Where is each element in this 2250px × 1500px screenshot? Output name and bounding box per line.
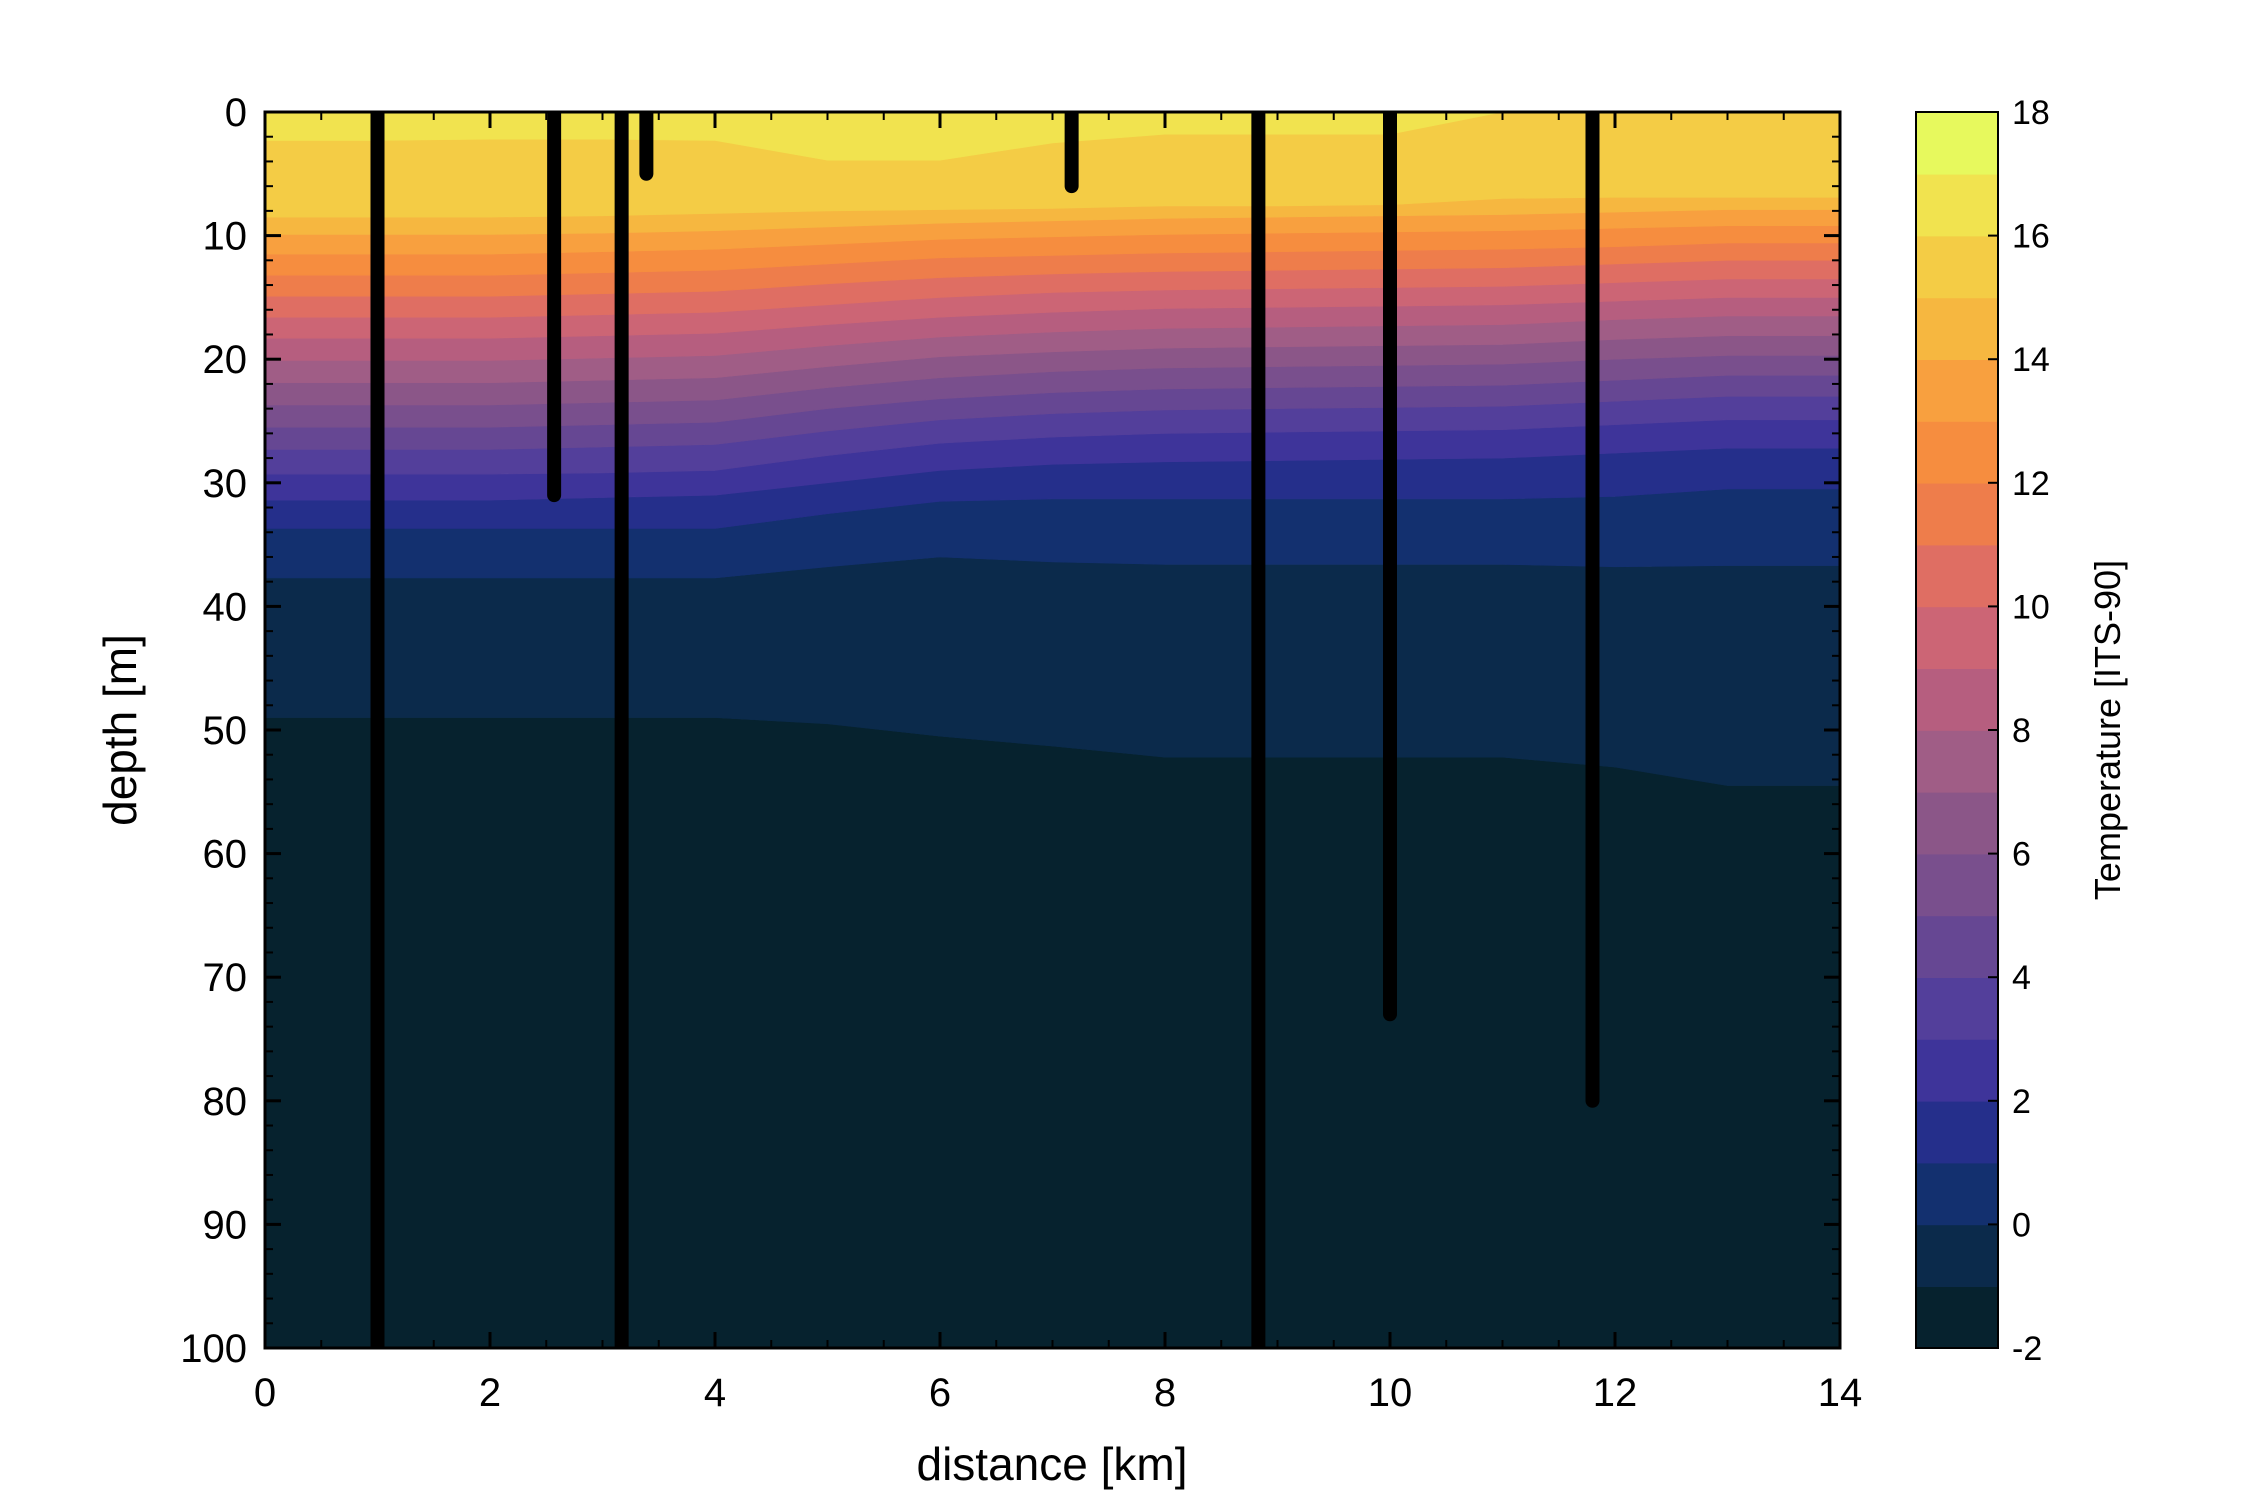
colorbar: -2 0 2 4 6 8 10 12 14 16 18 (1916, 94, 2050, 1368)
x-tick-label: 8 (1154, 1371, 1176, 1415)
colorbar-level (1916, 1039, 1998, 1102)
colorbar-level (1916, 359, 1998, 422)
y-tick-label: 100 (180, 1327, 247, 1371)
y-axis: 0 10 20 30 40 50 60 70 80 90 100 (180, 91, 1840, 1371)
x-tick-label: 4 (704, 1371, 726, 1415)
y-axis-label: depth [m] (94, 634, 146, 826)
colorbar-tick-label: -2 (2012, 1330, 2042, 1368)
colorbar-tick-label: 16 (2012, 218, 2050, 256)
y-tick-label: 40 (203, 585, 248, 629)
colorbar-level (1916, 173, 1998, 237)
colorbar-level (1916, 853, 1998, 917)
colorbar-level (1916, 235, 1998, 299)
y-tick-label: 50 (203, 709, 248, 753)
x-tick-label: 0 (254, 1371, 276, 1415)
colorbar-level (1916, 297, 1998, 360)
x-tick-label: 2 (479, 1371, 501, 1415)
colorbar-level (1916, 1100, 1998, 1164)
y-tick-label: 90 (203, 1203, 248, 1247)
colorbar-tick-label: 8 (2012, 712, 2031, 750)
colorbar-level (1916, 606, 1998, 669)
contour-band (265, 717, 1840, 1348)
y-tick-label: 80 (203, 1080, 248, 1124)
colorbar-level (1916, 730, 1998, 793)
colorbar-level (1916, 482, 1998, 546)
colorbar-level (1916, 1286, 1998, 1349)
x-tick-label: 14 (1818, 1371, 1863, 1415)
x-axis-label: distance [km] (917, 1438, 1188, 1490)
colorbar-level (1916, 1162, 1998, 1226)
contour-band (265, 112, 1840, 161)
y-tick-label: 10 (203, 215, 248, 259)
colorbar-tick-label: 14 (2012, 341, 2050, 379)
colorbar-frame (1915, 111, 1999, 1349)
temperature-contour-fill (265, 112, 1840, 1348)
x-tick-label: 10 (1368, 1371, 1413, 1415)
y-tick-label: 20 (203, 338, 248, 382)
colorbar-tick-label: 6 (2012, 836, 2031, 874)
colorbar-tick-label: 0 (2012, 1206, 2031, 1244)
colorbar-label: Temperature [ITS-90] (2087, 560, 2128, 900)
y-tick-label: 70 (203, 956, 248, 1000)
colorbar-tick-label: 12 (2012, 465, 2050, 503)
colorbar-level (1916, 977, 1998, 1040)
colorbar-tick-label: 2 (2012, 1083, 2031, 1121)
ctd-cast-lines (370, 112, 1600, 1348)
x-tick-label: 6 (929, 1371, 951, 1415)
colorbar-level (1916, 791, 1998, 855)
colorbar-level (1916, 915, 1998, 978)
y-tick-label: 60 (203, 833, 248, 877)
y-tick-label: 30 (203, 462, 248, 506)
colorbar-level (1916, 1224, 1998, 1287)
colorbar-level (1916, 421, 1998, 484)
colorbar-level (1916, 544, 1998, 608)
colorbar-level (1916, 112, 1998, 175)
colorbar-tick-label: 18 (2012, 94, 2050, 132)
x-tick-label: 12 (1593, 1371, 1638, 1415)
colorbar-level (1916, 668, 1998, 731)
y-tick-label: 0 (225, 91, 247, 135)
colorbar-tick-label: 4 (2012, 959, 2031, 997)
x-axis: 0 2 4 6 8 10 12 14 (254, 112, 1862, 1415)
colorbar-tick-label: 10 (2012, 588, 2050, 626)
